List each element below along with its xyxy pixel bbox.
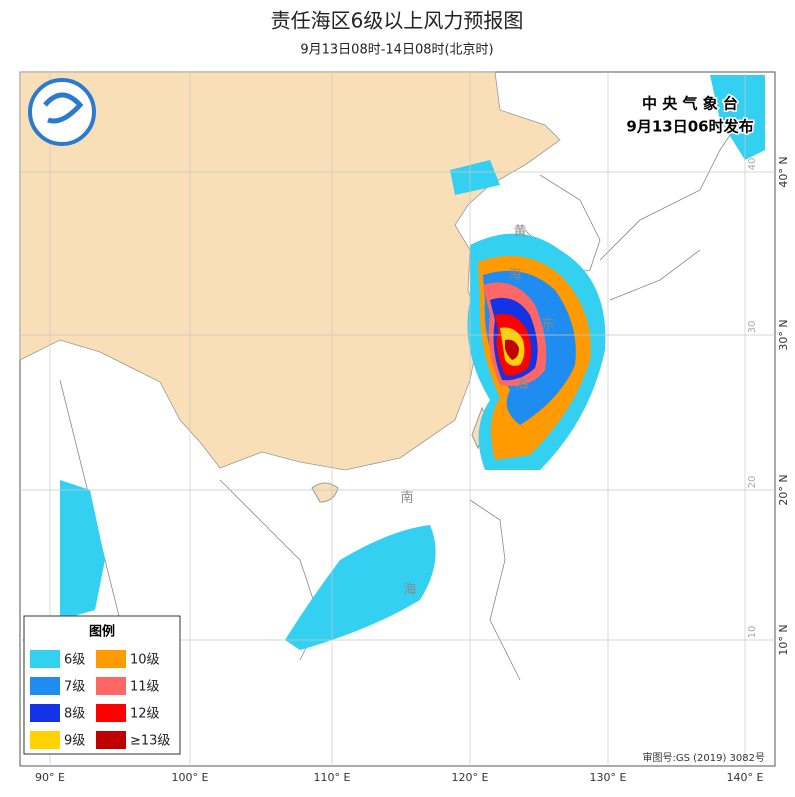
lon-label: 110° E: [314, 771, 351, 784]
legend-label: ≥13级: [130, 734, 170, 749]
legend-label: 7级: [64, 680, 85, 695]
sea-label: 海: [403, 583, 416, 598]
sea-label: 东: [541, 318, 554, 333]
wind-zone: [505, 339, 519, 360]
lon-label: 120° E: [452, 771, 489, 784]
legend-label: 11级: [130, 680, 160, 695]
sea-label: 南: [400, 490, 413, 506]
lat-label: 20° N: [777, 474, 790, 505]
lon-label: 130° E: [590, 771, 627, 784]
legend: 图例 6级 10级 7级 11级 8级 12级 9级 ≥13级: [23, 615, 181, 755]
inner-lat-label: 30: [747, 321, 758, 334]
land-hainan: [311, 482, 339, 503]
wind-zone: [710, 75, 765, 160]
legend-swatch: [96, 704, 126, 722]
wind-zone: [450, 160, 500, 195]
lon-label: 140° E: [727, 771, 764, 784]
logo: [28, 78, 96, 146]
approval: 审图号:GS (2019) 3082号: [642, 751, 765, 764]
issue-time: 9月13日06时发布: [626, 118, 753, 136]
lat-label: 10° N: [777, 624, 790, 655]
legend-swatch: [96, 731, 126, 749]
grid: 90° E 100° E 110° E 120° E 130° E 140° E 40° N…: [20, 72, 790, 784]
sea-label: 黄: [513, 225, 526, 240]
legend-title: 图例: [89, 624, 115, 640]
wind-zone: [285, 525, 436, 650]
subtitle: 9月13日08时-14日08时(北京时): [300, 43, 493, 58]
sea-label: 海: [508, 268, 521, 283]
legend-label: 12级: [130, 707, 160, 722]
map: 90° E 100° E 110° E 120° E 130° E 140° E 40° N…: [19, 71, 790, 784]
sea-label: 海: [515, 378, 528, 393]
inner-lat-label: 10: [747, 626, 758, 639]
lat-label: 30° N: [777, 319, 790, 350]
legend-swatch: [96, 677, 126, 695]
legend-label: 8级: [64, 707, 85, 722]
legend-swatch: [30, 677, 60, 695]
legend-items: 6级 10级 7级 11级 8级 12级 9级 ≥13级: [30, 650, 170, 749]
legend-swatch: [30, 650, 60, 668]
legend-swatch: [30, 704, 60, 722]
legend-swatch: [30, 731, 60, 749]
issuer-name: 中 央 气 象 台: [642, 95, 738, 113]
wind-zone: [60, 480, 105, 620]
land-china: [19, 71, 561, 471]
lon-label: 90° E: [35, 771, 65, 784]
wind-zones: [60, 75, 765, 650]
coastlines: [59, 119, 741, 681]
lat-label: 40° N: [777, 156, 790, 187]
legend-swatch: [96, 650, 126, 668]
lon-label: 100° E: [172, 771, 209, 784]
legend-label: 9级: [64, 734, 85, 749]
inner-lat-label: 40: [747, 158, 758, 171]
legend-label: 6级: [64, 653, 85, 668]
legend-label: 10级: [130, 653, 160, 668]
title: 责任海区6级以上风力预报图: [271, 9, 524, 33]
inner-lat-label: 20: [747, 476, 758, 489]
logo-mark: [43, 92, 84, 124]
